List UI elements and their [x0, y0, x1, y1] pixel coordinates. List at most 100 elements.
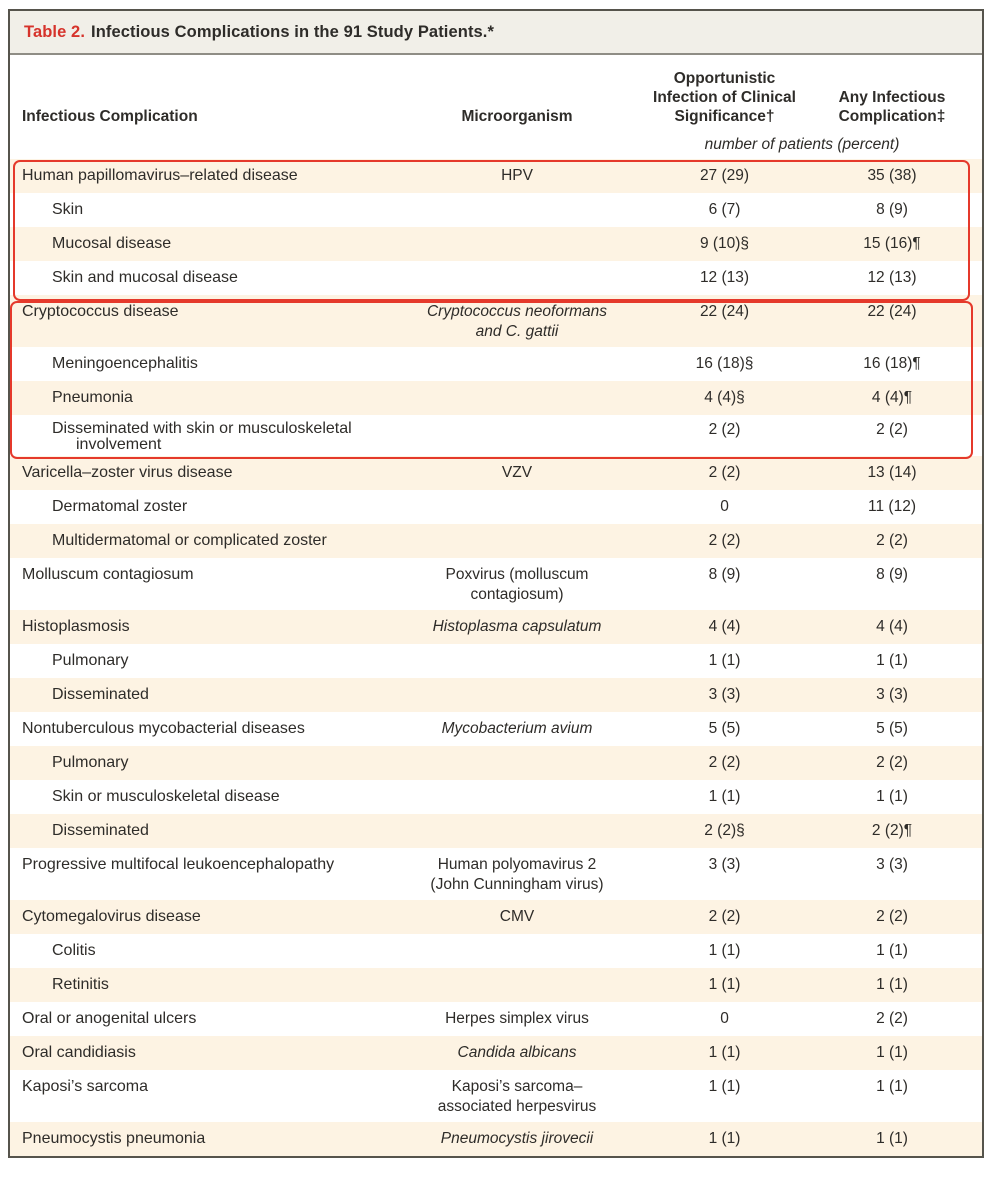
table-row: Pulmonary 1 (1) 1 (1): [10, 644, 982, 678]
row-microorganism: Kaposi’s sarcoma–associated herpesvirus: [437, 1078, 597, 1115]
row-complication: Retinitis: [52, 976, 109, 993]
table-row: Skin 6 (7) 8 (9): [10, 193, 982, 227]
table-row: Cryptococcus disease Cryptococcus neofor…: [10, 295, 982, 347]
row-complication: Dermatomal zoster: [52, 498, 188, 515]
cell-opportunistic-value: 0: [720, 1010, 729, 1027]
cell-any-value: 2 (2): [876, 754, 908, 771]
units-label: number of patients (percent): [704, 136, 900, 153]
table-row: Progressive multifocal leukoencephalopat…: [10, 848, 982, 900]
cell-any-value: 11 (12): [868, 498, 916, 515]
row-complication: Progressive multifocal leukoencephalopat…: [22, 856, 335, 873]
table-row: Kaposi’s sarcoma Kaposi’s sarcoma–associ…: [10, 1070, 982, 1122]
cell-opportunistic-value: 4 (4): [708, 618, 741, 635]
table-row: Oral candidiasis Candida albicans 1 (1) …: [10, 1036, 982, 1070]
table-row: Cytomegalovirus disease CMV 2 (2) 2 (2): [10, 900, 982, 934]
row-complication: Pulmonary: [52, 652, 129, 669]
table-row: Disseminated 2 (2)§ 2 (2)¶: [10, 814, 982, 848]
row-microorganism: VZV: [501, 464, 533, 481]
row-microorganism: Candida albicans: [457, 1044, 577, 1061]
cell-any-value: 2 (2): [876, 908, 908, 925]
row-complication: Multidermatomal or complicated zoster: [52, 532, 327, 549]
cell-opportunistic-value: 16 (18)§: [695, 355, 754, 372]
cell-any-value: 1 (1): [876, 652, 908, 669]
cell-any-value: 4 (4)¶: [871, 389, 913, 406]
cell-any-value: 8 (9): [876, 566, 908, 583]
cell-any-value: 4 (4): [876, 618, 908, 635]
cell-any-value: 2 (2): [876, 1010, 908, 1027]
cell-any-value: 2 (2): [876, 532, 908, 549]
cell-any-value: 13 (14): [867, 464, 917, 481]
table-row: Disseminated with skin or musculoskeleta…: [10, 415, 982, 456]
table-rows: Human papillomavirus–related disease HPV…: [10, 159, 982, 1156]
table-row: Oral or anogenital ulcers Herpes simplex…: [10, 1002, 982, 1036]
row-complication: Oral candidiasis: [22, 1044, 136, 1061]
row-complication: Cryptococcus disease: [22, 303, 179, 320]
cell-opportunistic-value: 2 (2): [708, 532, 741, 549]
cell-any-value: 22 (24): [867, 303, 917, 320]
cell-any-value: 3 (3): [876, 856, 908, 873]
row-complication: Histoplasmosis: [22, 618, 130, 635]
cell-any-value: 3 (3): [876, 686, 908, 703]
row-complication: Colitis: [52, 942, 96, 959]
units-row: number of patients (percent): [10, 131, 982, 159]
row-microorganism: CMV: [499, 908, 535, 925]
cell-any-value: 8 (9): [876, 201, 908, 218]
table-row: Disseminated 3 (3) 3 (3): [10, 678, 982, 712]
row-complication: Skin or musculoskeletal disease: [52, 788, 280, 805]
cell-opportunistic-value: 1 (1): [708, 942, 741, 959]
table-row: Colitis 1 (1) 1 (1): [10, 934, 982, 968]
cell-opportunistic-value: 1 (1): [708, 1044, 741, 1061]
table-row: Multidermatomal or complicated zoster 2 …: [10, 524, 982, 558]
cell-opportunistic-value: 5 (5): [708, 720, 741, 737]
row-complication: Pneumonia: [52, 389, 133, 406]
cell-any-value: 2 (2)¶: [871, 822, 913, 839]
row-complication: Mucosal disease: [52, 235, 172, 252]
cell-opportunistic-value: 2 (2): [708, 421, 741, 438]
table-title: Infectious Complications in the 91 Study…: [91, 22, 495, 41]
row-complication: Meningoencephalitis: [52, 355, 198, 372]
cell-opportunistic-value: 0: [720, 498, 729, 515]
row-microorganism: Cryptococcus neoformans and C. gattii: [426, 303, 608, 340]
cell-opportunistic-value: 4 (4)§: [704, 389, 745, 406]
row-complication: Pneumocystis pneumonia: [22, 1130, 206, 1147]
row-complication: Kaposi’s sarcoma: [22, 1078, 148, 1095]
row-complication-line2: involvement: [76, 436, 162, 453]
table-row: Nontuberculous mycobacterial diseases My…: [10, 712, 982, 746]
cell-opportunistic-value: 2 (2): [708, 464, 741, 481]
table-row: Pneumonia 4 (4)§ 4 (4)¶: [10, 381, 982, 415]
cell-opportunistic-value: 12 (13): [699, 269, 750, 286]
row-complication: Varicella–zoster virus disease: [22, 464, 233, 481]
table-row: Mucosal disease 9 (10)§ 15 (16)¶: [10, 227, 982, 261]
cell-any-value: 1 (1): [876, 976, 908, 993]
row-complication: Oral or anogenital ulcers: [22, 1010, 197, 1027]
row-complication: Disseminated: [52, 686, 149, 703]
row-microorganism: Histoplasma capsulatum: [432, 618, 602, 635]
cell-any-value: 5 (5): [876, 720, 908, 737]
column-header-row: Infectious Complication Microorganism Op…: [10, 55, 982, 131]
cell-opportunistic-value: 1 (1): [708, 652, 741, 669]
col-header-infectious-complication: Infectious Complication: [22, 108, 198, 125]
cell-opportunistic-value: 1 (1): [708, 976, 741, 993]
row-complication: Pulmonary: [52, 754, 129, 771]
table-title-band: Table 2. Infectious Complications in the…: [10, 11, 982, 55]
cell-any-value: 35 (38): [867, 167, 917, 184]
cell-opportunistic-value: 2 (2)§: [704, 822, 745, 839]
cell-opportunistic-value: 1 (1): [708, 1130, 741, 1147]
table-label: Table 2.: [24, 22, 86, 41]
cell-any-value: 1 (1): [876, 788, 908, 805]
table-row: Skin and mucosal disease 12 (13) 12 (13): [10, 261, 982, 295]
cell-any-value: 12 (13): [867, 269, 917, 286]
table-row: Histoplasmosis Histoplasma capsulatum 4 …: [10, 610, 982, 644]
row-complication: Cytomegalovirus disease: [22, 908, 201, 925]
cell-opportunistic-value: 22 (24): [699, 303, 750, 320]
table-row: Human papillomavirus–related disease HPV…: [10, 159, 982, 193]
table-row: Molluscum contagiosum Poxvirus (molluscu…: [10, 558, 982, 610]
table-row: Retinitis 1 (1) 1 (1): [10, 968, 982, 1002]
cell-opportunistic-value: 2 (2): [708, 754, 741, 771]
table-row: Skin or musculoskeletal disease 1 (1) 1 …: [10, 780, 982, 814]
cell-any-value: 1 (1): [876, 1078, 908, 1095]
table-row: Varicella–zoster virus disease VZV 2 (2)…: [10, 456, 982, 490]
row-microorganism: Pneumocystis jirovecii: [440, 1130, 594, 1147]
cell-opportunistic-value: 6 (7): [708, 201, 741, 218]
row-complication: Skin: [52, 201, 84, 218]
